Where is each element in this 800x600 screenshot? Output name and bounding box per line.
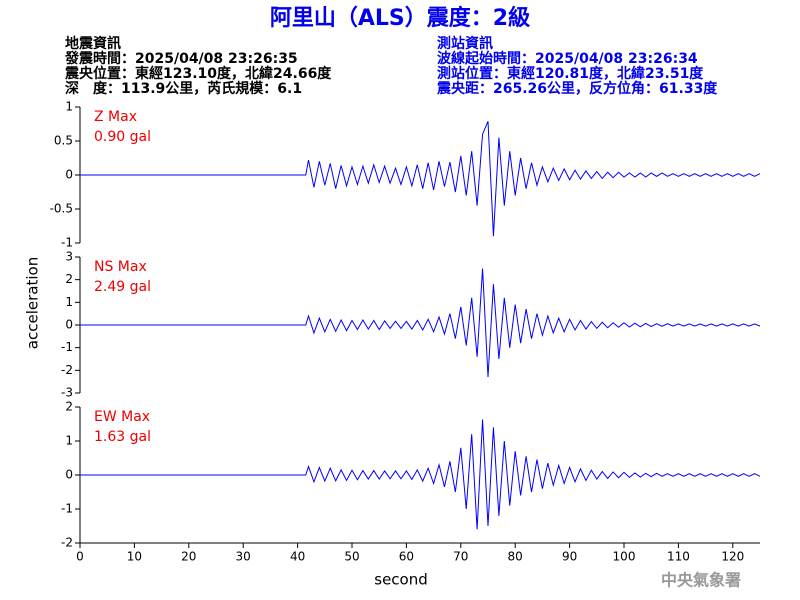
info-line: 震央位置：東經123.10度，北緯24.66度 — [64, 65, 332, 82]
y-tick-label: 0 — [65, 468, 73, 482]
waveform — [80, 121, 761, 237]
x-tick-label: 50 — [344, 550, 359, 564]
x-tick-label: 70 — [453, 550, 468, 564]
title: 阿里山（ALS）震度：2級 — [270, 5, 530, 31]
waveform — [80, 268, 761, 378]
y-tick-label: -2 — [61, 363, 73, 377]
y-tick-label: 0 — [65, 168, 73, 182]
info-line: 地震資訊 — [65, 35, 121, 52]
x-tick-label: 120 — [721, 550, 744, 564]
x-tick-label: 10 — [127, 550, 142, 564]
max-annotation: 2.49 gal — [94, 279, 151, 295]
x-tick-label: 20 — [181, 550, 196, 564]
event-info: 地震資訊 發震時間：2025/04/08 23:26:35 震央位置：東經123… — [64, 35, 332, 97]
x-tick-label: 40 — [290, 550, 305, 564]
x-axis-label: second — [374, 571, 428, 589]
info-line: 震央距：265.26公里，反方位角：61.33度 — [436, 80, 718, 97]
x-tick-label: 0 — [76, 550, 84, 564]
x-tick-label: 60 — [399, 550, 414, 564]
y-tick-label: 3 — [65, 250, 73, 264]
max-annotation: EW Max — [94, 409, 150, 425]
info-line: 測站位置：東經120.81度，北緯23.51度 — [437, 65, 704, 82]
info-line: 波線起始時間：2025/04/08 23:26:34 — [437, 50, 698, 67]
info-line: 發震時間：2025/04/08 23:26:35 — [64, 50, 298, 67]
y-tick-label: 2 — [65, 400, 73, 414]
station-info: 測站資訊 波線起始時間：2025/04/08 23:26:34 測站位置：東經1… — [436, 35, 718, 97]
max-annotation: Z Max — [94, 109, 137, 125]
max-annotation: 0.90 gal — [94, 129, 151, 145]
y-tick-label: 1 — [65, 100, 73, 114]
waveform — [80, 419, 761, 530]
footer: 中央氣象署 — [661, 571, 741, 590]
y-tick-label: -3 — [61, 386, 73, 400]
y-axis-label: acceleration — [24, 257, 42, 349]
x-tick-label: 90 — [562, 550, 577, 564]
y-tick-label: 0 — [65, 318, 73, 332]
y-tick-label: -1 — [61, 502, 73, 516]
y-tick-label: -1 — [61, 340, 73, 354]
y-tick-label: 1 — [65, 434, 73, 448]
info-line: 測站資訊 — [437, 35, 493, 52]
x-tick-label: 100 — [613, 550, 636, 564]
max-annotation: NS Max — [94, 259, 147, 275]
max-annotation: 1.63 gal — [94, 429, 151, 445]
y-tick-label: 2 — [65, 272, 73, 286]
info-line: 深 度：113.9公里，芮氏規模：6.1 — [65, 80, 302, 97]
y-tick-label: 0.5 — [54, 134, 73, 148]
x-tick-label: 110 — [667, 550, 690, 564]
y-tick-label: 1 — [65, 295, 73, 309]
y-tick-label: -0.5 — [50, 202, 73, 216]
y-tick-label: -2 — [61, 536, 73, 550]
x-tick-label: 80 — [508, 550, 523, 564]
y-tick-label: -1 — [61, 236, 73, 250]
x-tick-label: 30 — [236, 550, 251, 564]
